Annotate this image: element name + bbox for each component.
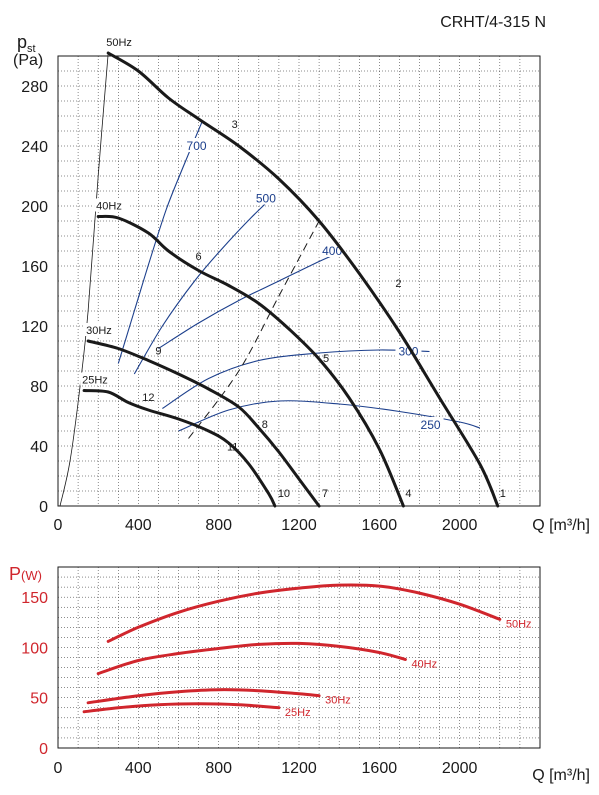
main-y-label: pst xyxy=(17,32,36,55)
main-y-tick-80: 80 xyxy=(30,379,48,396)
main-y-tick-240: 240 xyxy=(21,139,48,156)
iso-line-250 xyxy=(178,400,480,432)
power-x-tick-0: 0 xyxy=(54,760,63,777)
main-x-tick-400: 400 xyxy=(125,517,152,534)
min-flow-line xyxy=(59,52,109,507)
iso-label-250: 250 xyxy=(421,418,441,432)
main-x-tick-1200: 1200 xyxy=(281,517,317,534)
main-x-tick-0: 0 xyxy=(54,517,63,534)
main-y-label-sub: st xyxy=(27,43,36,55)
curve-25hz xyxy=(82,389,277,508)
power-x-tick-400: 400 xyxy=(125,760,152,777)
main-ticks: 0 400 800 1200 1600 2000 0 40 80 120 160 200 240 280 xyxy=(21,79,477,534)
power-curve-25hz xyxy=(82,702,281,714)
iso-label-bg-700 xyxy=(183,138,210,152)
power-curve-label-30hz: 30Hz xyxy=(325,695,351,707)
main-y-unit: (Pa) xyxy=(13,52,43,69)
power-y-label: P(W) xyxy=(9,564,42,584)
power-x-tick-1600: 1600 xyxy=(362,760,398,777)
power-y-tick-100: 100 xyxy=(21,640,48,657)
iso-line-300 xyxy=(162,349,430,409)
main-reference-lines xyxy=(59,52,320,507)
main-y-tick-200: 200 xyxy=(21,199,48,216)
power-curve-label-50hz: 50Hz xyxy=(506,618,532,630)
curve-label-bg-25hz xyxy=(80,372,115,386)
main-curves: 50Hz 40Hz 30Hz 25Hz xyxy=(80,35,500,508)
main-y-label-p: p xyxy=(17,32,27,52)
power-curve-50hz xyxy=(106,583,502,643)
point-label-9: 9 xyxy=(155,346,161,358)
power-y-tick-0: 0 xyxy=(39,741,48,758)
power-y-tick-150: 150 xyxy=(21,590,48,607)
chart-title: CRHT/4-315 N xyxy=(440,14,546,31)
iso-line-700 xyxy=(117,120,204,364)
power-curve-30hz xyxy=(86,688,321,705)
power-chart: P(W) 0 400 800 1200 1600 2000 0 50 100 150 50Hz 40… xyxy=(9,564,590,784)
curve-40hz xyxy=(96,214,405,508)
main-grid xyxy=(57,55,541,507)
main-y-tick-280: 280 xyxy=(21,79,48,96)
point-label-2: 2 xyxy=(395,278,401,290)
curve-label-25hz: 25Hz xyxy=(82,375,108,387)
iso-line-400 xyxy=(158,250,344,349)
power-x-tick-800: 800 xyxy=(205,760,232,777)
main-chart: CRHT/4-315 N pst (Pa) 0 400 800 1200 1600 200… xyxy=(13,14,590,534)
iso-label-400: 400 xyxy=(322,244,342,258)
main-y-tick-40: 40 xyxy=(30,439,48,456)
power-x-tick-1200: 1200 xyxy=(281,760,317,777)
point-label-10: 10 xyxy=(278,488,290,500)
curve-label-bg-30hz xyxy=(84,323,119,336)
iso-label-bg-250 xyxy=(417,417,444,431)
point-label-7: 7 xyxy=(322,488,328,500)
main-x-tick-800: 800 xyxy=(205,517,232,534)
point-label-3: 3 xyxy=(232,119,238,131)
main-x-label: Q [m³/h] xyxy=(532,517,590,534)
main-y-tick-160: 160 xyxy=(21,259,48,276)
point-label-6: 6 xyxy=(196,251,202,263)
power-y-tick-50: 50 xyxy=(30,691,48,708)
iso-line-500 xyxy=(133,190,280,375)
iso-label-bg-300 xyxy=(395,343,422,358)
power-curve-label-40hz: 40Hz xyxy=(411,659,437,671)
point-label-1: 1 xyxy=(500,488,506,500)
power-grid xyxy=(57,566,541,749)
power-plot-frame xyxy=(57,566,541,749)
power-ticks: 0 400 800 1200 1600 2000 0 50 100 150 xyxy=(21,590,477,777)
power-curves: 50Hz 40Hz 30Hz 25Hz xyxy=(82,583,532,719)
power-y-label-p: P xyxy=(9,564,21,584)
power-y-label-unit: (W) xyxy=(21,568,42,583)
power-x-label: Q [m³/h] xyxy=(532,767,590,784)
main-x-tick-2000: 2000 xyxy=(442,517,478,534)
curve-label-50hz: 50Hz xyxy=(106,37,132,49)
point-label-4: 4 xyxy=(405,488,411,500)
iso-label-bg-500 xyxy=(252,190,279,205)
power-x-tick-2000: 2000 xyxy=(442,760,478,777)
power-curve-40hz xyxy=(96,641,407,676)
point-label-11: 11 xyxy=(227,442,238,454)
main-y-tick-0: 0 xyxy=(39,499,48,516)
iso-label-500: 500 xyxy=(256,192,276,206)
main-plot-frame xyxy=(57,55,541,507)
point-label-8: 8 xyxy=(262,419,268,431)
curve-label-40hz: 40Hz xyxy=(96,201,122,213)
power-curve-label-25hz: 25Hz xyxy=(285,707,311,719)
curve-30hz xyxy=(86,339,321,508)
point-label-12: 12 xyxy=(142,392,154,404)
main-y-tick-120: 120 xyxy=(21,319,48,336)
curve-label-30hz: 30Hz xyxy=(86,325,112,337)
iso-label-700: 700 xyxy=(187,139,207,153)
curve-label-bg-40hz xyxy=(94,198,129,212)
system-curve-dashed xyxy=(188,220,320,439)
curve-50hz xyxy=(106,51,500,508)
main-x-tick-1600: 1600 xyxy=(362,517,398,534)
curve-label-bg-50hz xyxy=(104,35,139,48)
point-label-5: 5 xyxy=(323,353,329,365)
